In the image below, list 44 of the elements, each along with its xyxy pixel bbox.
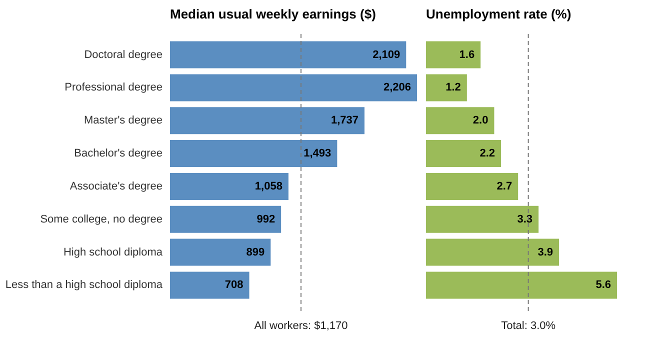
y-tick-label: Less than a high school diploma — [5, 279, 164, 292]
bar — [426, 206, 539, 233]
bar — [170, 74, 417, 102]
data-label: 3.9 — [538, 246, 554, 258]
y-tick-label: Professional degree — [64, 82, 162, 94]
y-tick-label: Bachelor's degree — [74, 148, 162, 160]
data-label: 3.3 — [517, 213, 533, 226]
bar — [426, 74, 467, 102]
data-label: 2,109 — [372, 48, 400, 61]
bar — [170, 272, 250, 299]
bar — [426, 41, 481, 68]
bar — [170, 107, 364, 134]
y-tick-label: High school diploma — [63, 246, 164, 258]
y-tick-label: Doctoral degree — [84, 48, 162, 61]
y-tick-label: Associate's degree — [70, 180, 162, 192]
data-label: 2,206 — [383, 82, 411, 94]
bar — [426, 238, 560, 266]
chart-title: Unemployment rate (%) — [426, 6, 572, 22]
data-label: 1,058 — [254, 180, 282, 192]
data-label: 992 — [256, 213, 276, 226]
bar — [170, 172, 288, 200]
data-label: 2.7 — [496, 180, 512, 192]
bar — [170, 140, 338, 168]
ref-line-label: Total: 3.0% — [501, 320, 556, 332]
data-label: 1,493 — [304, 148, 332, 160]
y-tick-label: Some college, no degree — [40, 213, 162, 226]
data-label: 1,737 — [330, 114, 358, 127]
data-label: 899 — [246, 246, 265, 258]
bar — [426, 140, 502, 168]
bar — [426, 107, 494, 134]
bar — [170, 206, 282, 233]
data-label: 1.6 — [459, 48, 475, 61]
bar — [170, 238, 271, 266]
data-label: 708 — [224, 279, 244, 292]
bar — [170, 41, 406, 68]
bar — [426, 172, 518, 200]
data-label: 2.2 — [480, 148, 496, 160]
ref-line-label: All workers: $1,170 — [254, 320, 348, 332]
y-tick-label: Master's degree — [84, 114, 162, 127]
chart-title: Median usual weekly earnings ($) — [170, 6, 376, 22]
data-label: 2.0 — [472, 114, 488, 127]
data-label: 5.6 — [596, 279, 611, 292]
bar — [426, 272, 617, 299]
data-label: 1.2 — [446, 82, 461, 94]
